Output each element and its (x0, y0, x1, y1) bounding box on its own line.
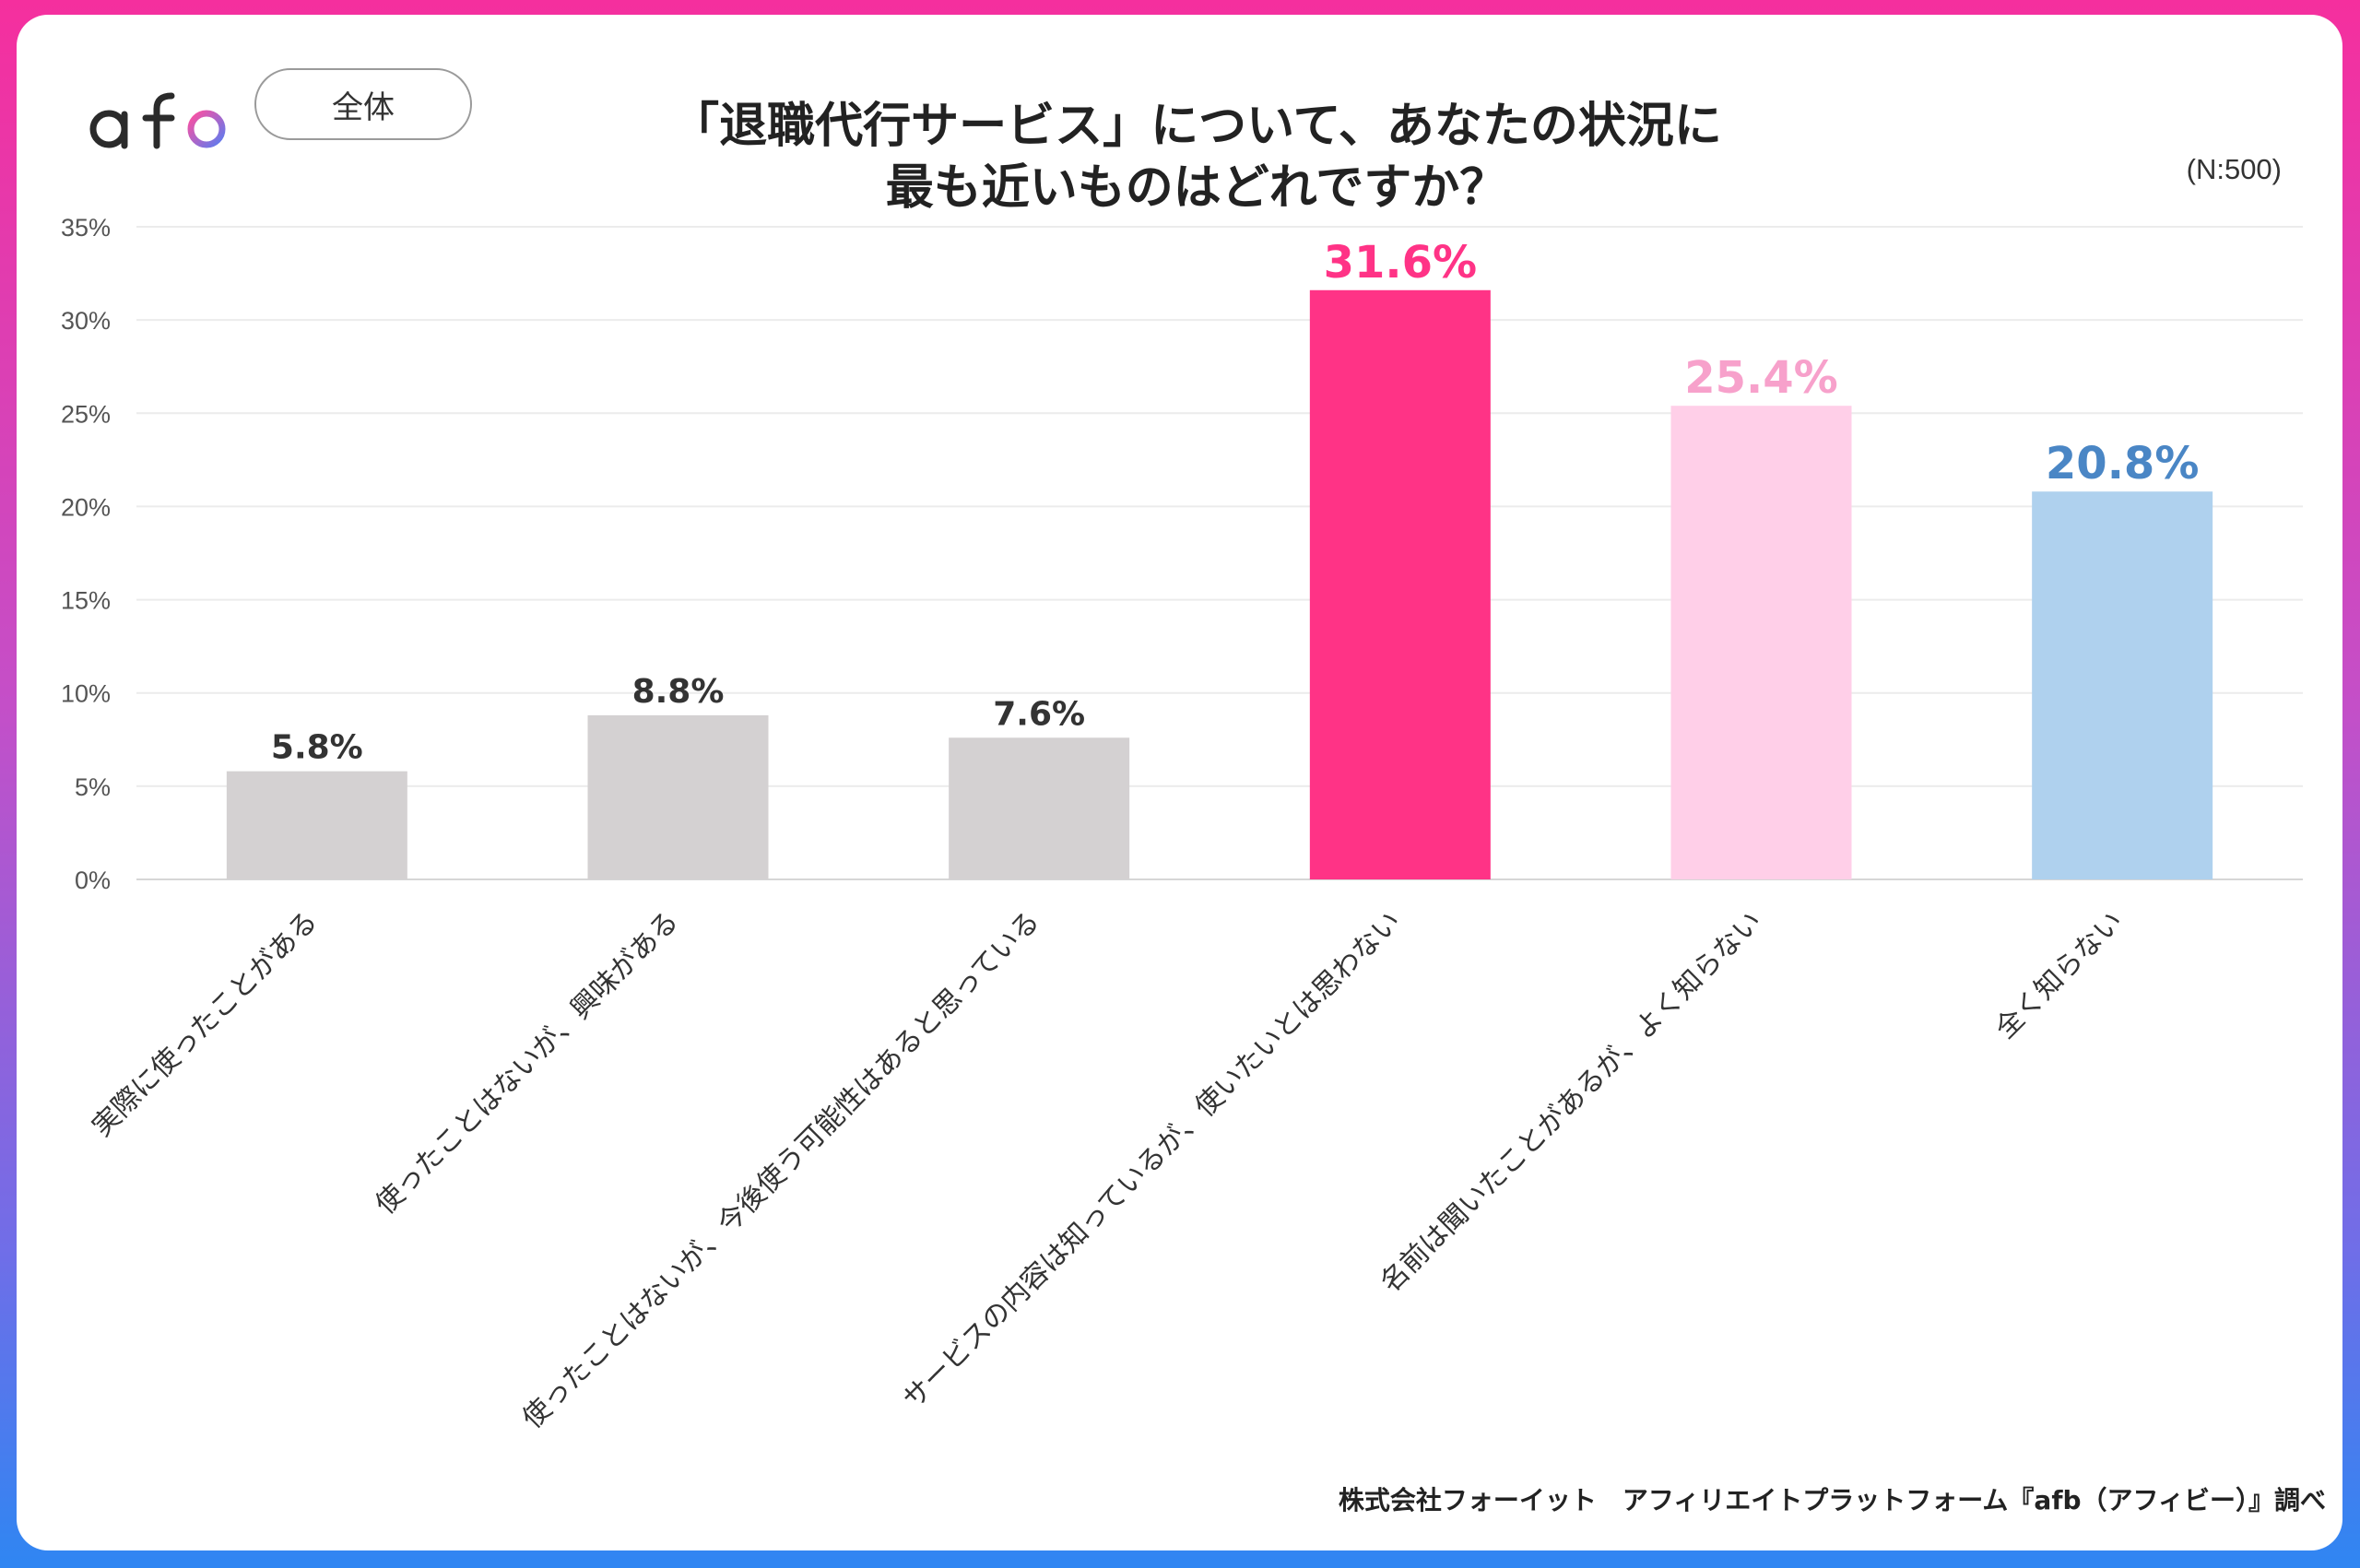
value-label: 5.8% (271, 729, 363, 767)
y-tick-label: 30% (61, 307, 111, 335)
sample-size: (N:500) (2186, 153, 2282, 185)
y-tick-label: 20% (61, 493, 111, 521)
value-label: 25.4% (1684, 352, 1838, 404)
value-label: 20.8% (2046, 438, 2200, 489)
value-label: 7.6% (993, 695, 1085, 733)
bar (226, 771, 407, 879)
value-label: 8.8% (632, 673, 725, 711)
bar (587, 714, 769, 879)
value-labels: 5.8% 8.8% 7.6% 31.6% 25.4% 20.8% (271, 237, 2200, 767)
gridlines (136, 226, 2303, 880)
y-tick-label: 35% (61, 214, 111, 242)
category-labels: 実際に使ったことがある 使ったことはないが、興味がある使ったことはないが、今後使う… (86, 905, 2129, 1435)
bar (1309, 289, 1491, 880)
source-note: 株式会社フォーイット アフィリエイトプラットフォーム『afb（アフィビー）』調べ (1338, 1485, 2326, 1515)
bars (226, 289, 2213, 880)
segment-badge: 全体 (254, 68, 472, 140)
category-label: 名前は聞いたことがあるが、よく知らない (1375, 905, 1768, 1299)
bar (1670, 406, 1852, 879)
chart-title-line-2: 最も近いものはどれですか？ (885, 160, 1508, 216)
y-tick-label: 5% (75, 773, 111, 801)
afb-logo (89, 83, 226, 149)
category-label: 全く知らない (1989, 905, 2130, 1045)
y-axis-ticks: 0% 5% 10% 15% 20% 25% 30% 35% (61, 214, 111, 894)
category-label: 使ったことはないが、興味がある (370, 905, 686, 1221)
y-tick-label: 25% (61, 400, 111, 428)
category-label: 実際に使ったことがある (86, 905, 324, 1143)
bar (2032, 491, 2213, 879)
y-tick-label: 10% (61, 680, 111, 708)
y-tick-label: 0% (75, 867, 111, 894)
value-label: 31.6% (1324, 237, 1478, 289)
bar (949, 737, 1130, 879)
chart-title-line-1: 「退職代行サービス」について、あなたの状況に (671, 99, 1722, 154)
y-tick-label: 15% (61, 587, 111, 615)
chart-card: 全体 「退職代行サービス」について、あなたの状況に 最も近いものはどれですか？ … (17, 15, 2342, 1550)
bar-chart: 0% 5% 10% 15% 20% 25% 30% 35% 5.8% 8.8% 7.6% 31.6%… (61, 214, 2303, 1435)
